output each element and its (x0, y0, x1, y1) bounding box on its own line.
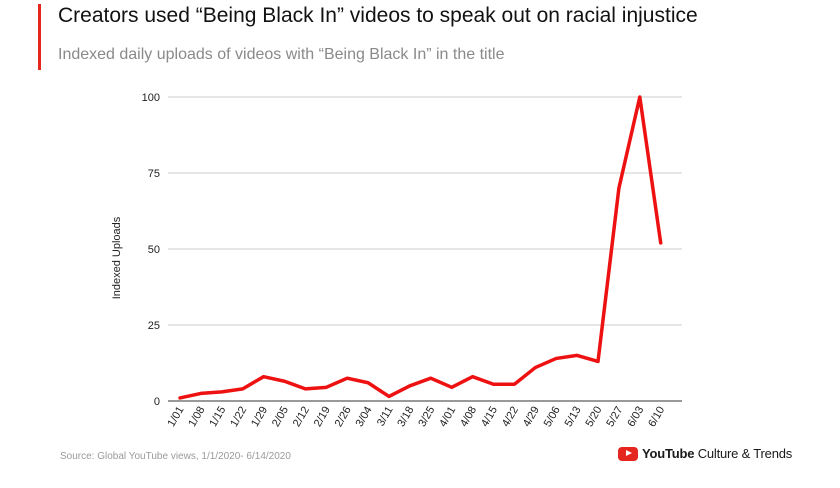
source-note: Source: Global YouTube views, 1/1/2020- … (60, 451, 291, 462)
x-tick-label: 5/06 (542, 405, 563, 430)
x-tick-label: 1/22 (228, 405, 249, 430)
x-tick-label: 5/20 (583, 405, 604, 430)
x-tick-label: 5/27 (604, 405, 625, 430)
chart-title: Creators used “Being Black In” videos to… (58, 4, 698, 27)
grid-layer (168, 96, 682, 402)
x-tick-label: 6/10 (646, 405, 667, 430)
brand-suffix: Culture & Trends (697, 446, 793, 461)
x-tick-label: 4/15 (479, 405, 500, 430)
series-line (178, 95, 663, 400)
y-tick-label: 50 (148, 244, 160, 256)
youtube-play-icon (618, 446, 638, 461)
x-tick-labels: 1/01 1/08 1/15 1/22 1/29 2/05 2/12 2/19 2/26 3/04… (165, 405, 667, 430)
y-tick-label: 75 (148, 168, 160, 180)
x-tick-label: 4/29 (521, 405, 542, 430)
x-tick-label: 5/13 (563, 405, 584, 430)
x-tick-label: 4/22 (500, 405, 521, 430)
brand-logo: YouTube Culture & Trends (618, 446, 792, 461)
x-tick-label: 4/01 (437, 405, 458, 430)
y-tick-label: 0 (154, 396, 160, 408)
x-tick-label: 2/05 (270, 405, 291, 430)
y-tick-label: 25 (148, 320, 160, 332)
x-tick-label: 6/03 (625, 405, 646, 430)
y-axis-label: Indexed Uploads (111, 216, 123, 299)
x-tick-label: 1/08 (186, 405, 207, 430)
x-tick-label: 1/29 (249, 405, 270, 430)
brand-name: YouTube (642, 446, 695, 461)
brand-text: YouTube Culture & Trends (642, 446, 792, 461)
accent-bar (38, 4, 41, 70)
x-tick-label: 3/18 (395, 405, 416, 430)
x-tick-label: 3/11 (375, 405, 396, 429)
x-tick-label: 1/15 (207, 405, 228, 430)
series-layer (178, 95, 663, 400)
x-tick-label: 4/08 (458, 405, 479, 430)
x-tick-label: 1/01 (165, 405, 186, 430)
chart-subtitle: Indexed daily uploads of videos with “Be… (58, 46, 505, 63)
x-tick-label: 2/12 (291, 405, 312, 430)
x-tick-label: 2/19 (312, 405, 333, 430)
x-tick-label: 3/04 (354, 405, 375, 430)
x-tick-label: 3/25 (416, 405, 437, 430)
y-tick-labels: 0 25 50 75 100 (142, 92, 160, 408)
y-tick-label: 100 (142, 92, 160, 104)
x-tick-label: 2/26 (333, 405, 354, 430)
